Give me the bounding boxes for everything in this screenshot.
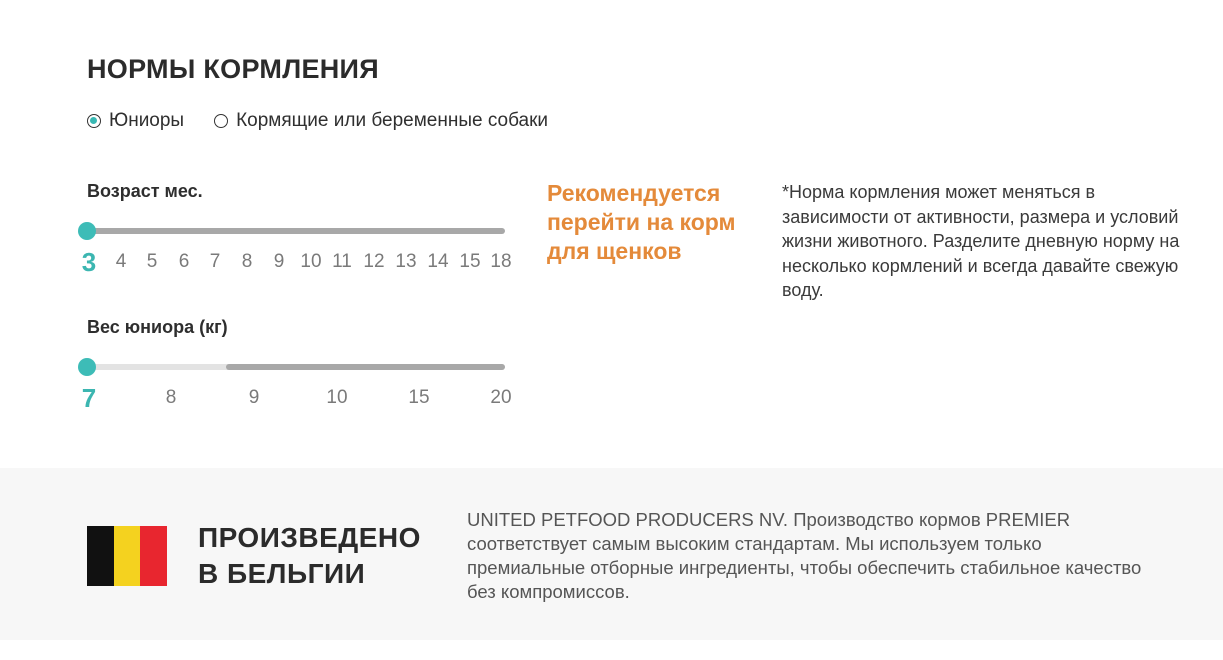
feeding-note: *Норма кормления может меняться в зависи… xyxy=(782,182,1180,300)
weight-tick[interactable]: 8 xyxy=(165,387,177,408)
feeding-norms-section: НОРМЫ КОРМЛЕНИЯ Юниоры Кормящие или бере… xyxy=(78,54,1180,413)
age-tick[interactable]: 18 xyxy=(490,251,512,272)
radio-unchecked-icon[interactable] xyxy=(214,114,229,128)
flag-stripe-yellow xyxy=(113,526,141,586)
weight-tick[interactable]: 20 xyxy=(490,387,512,408)
age-tick[interactable]: 4 xyxy=(115,251,127,272)
weight-slider-thumb[interactable] xyxy=(78,358,96,376)
weight-tick[interactable]: 15 xyxy=(408,387,430,408)
radio-checked-icon[interactable] xyxy=(87,114,101,128)
age-tick[interactable]: 14 xyxy=(427,251,449,272)
weight-slider-range[interactable] xyxy=(226,364,505,370)
flag-stripe-black xyxy=(87,526,114,586)
section-title: НОРМЫ КОРМЛЕНИЯ xyxy=(87,54,379,84)
radio-juniors[interactable]: Юниоры xyxy=(87,110,184,132)
age-tick[interactable]: 12 xyxy=(363,251,385,272)
age-slider-label: Возраст мес. xyxy=(87,181,203,201)
recommendation-text: Рекомендуется перейти на корм для щенков xyxy=(547,180,736,264)
radio-nursing-dogs-label: Кормящие или беременные собаки xyxy=(236,110,549,131)
age-tick[interactable]: 8 xyxy=(241,251,253,272)
weight-slider-label: Вес юниора (кг) xyxy=(87,317,228,337)
age-tick[interactable]: 13 xyxy=(395,251,417,272)
weight-tick[interactable]: 9 xyxy=(248,387,260,408)
age-tick[interactable]: 7 xyxy=(209,251,221,272)
age-tick[interactable]: 15 xyxy=(459,251,481,272)
radio-juniors-label: Юниоры xyxy=(109,110,185,131)
age-slider-thumb[interactable] xyxy=(78,222,96,240)
dog-type-radio-group: Юниоры Кормящие или беременные собаки xyxy=(87,110,548,132)
age-tick[interactable]: 6 xyxy=(178,251,190,272)
flag-stripe-red xyxy=(140,526,168,586)
age-slider-value: 3 xyxy=(81,247,97,277)
weight-slider-value: 7 xyxy=(81,383,97,413)
age-tick[interactable]: 11 xyxy=(332,251,352,272)
age-slider-track[interactable] xyxy=(87,228,505,234)
age-tick[interactable]: 9 xyxy=(273,251,285,272)
weight-tick[interactable]: 10 xyxy=(326,387,348,408)
producer-description: UNITED PETFOOD PRODUCERS NV. Производств… xyxy=(467,509,1142,602)
made-in-belgium-title: ПРОИЗВЕДЕНО В БЕЛЬГИИ xyxy=(198,522,421,589)
made-in-belgium-section: ПРОИЗВЕДЕНО В БЕЛЬГИИ UNITED PETFOOD PRO… xyxy=(0,468,1223,640)
radio-nursing-dogs[interactable]: Кормящие или беременные собаки xyxy=(214,110,548,132)
belgium-flag-icon xyxy=(87,526,168,586)
age-tick[interactable]: 5 xyxy=(146,251,158,272)
age-tick[interactable]: 10 xyxy=(300,251,322,272)
